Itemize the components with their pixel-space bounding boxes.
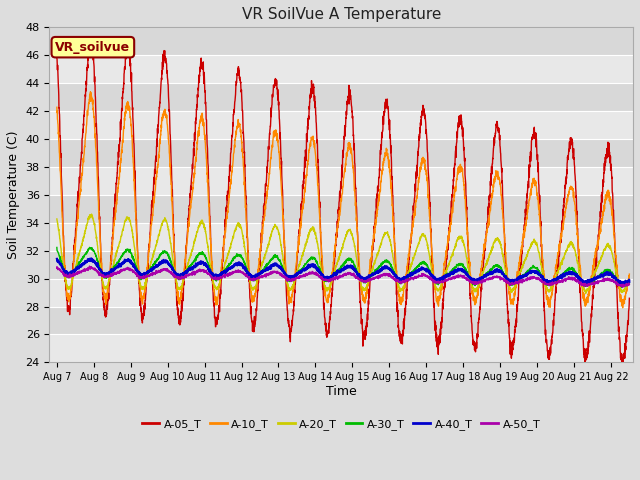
Bar (49, 167, 633, 195)
Bar (49, 307, 633, 335)
Bar (49, 83, 633, 111)
A-10_T (152, 176, 160, 182)
A-40_T (118, 261, 126, 267)
A-40_T (625, 279, 633, 285)
A-50_T (619, 285, 627, 290)
A-30_T (614, 279, 622, 285)
Bar (49, 55, 633, 83)
A-20_T (53, 216, 61, 222)
A-05_T (619, 362, 627, 368)
A-10_T (619, 305, 627, 311)
A-05_T (614, 321, 622, 326)
A-50_T (298, 274, 305, 279)
Line: A-05_T: A-05_T (57, 37, 629, 365)
A-30_T (86, 244, 93, 250)
A-30_T (273, 254, 280, 260)
A-50_T (553, 280, 561, 286)
Text: VR_soilvue: VR_soilvue (55, 41, 131, 54)
A-30_T (618, 285, 625, 290)
A-05_T (152, 158, 160, 164)
A-05_T (53, 55, 61, 61)
A-30_T (298, 266, 305, 272)
A-30_T (152, 259, 160, 265)
A-30_T (53, 245, 61, 251)
A-10_T (553, 261, 561, 267)
Bar (49, 278, 633, 307)
Line: A-20_T: A-20_T (57, 214, 629, 294)
A-20_T (88, 211, 95, 217)
A-05_T (298, 205, 305, 211)
A-30_T (625, 280, 633, 286)
A-10_T (118, 142, 126, 147)
Bar (49, 223, 633, 251)
Bar (49, 335, 633, 362)
Line: A-10_T: A-10_T (57, 92, 629, 308)
Line: A-50_T: A-50_T (57, 266, 629, 288)
A-10_T (614, 280, 622, 286)
Line: A-30_T: A-30_T (57, 247, 629, 288)
A-05_T (273, 77, 280, 83)
A-40_T (273, 262, 280, 268)
A-40_T (619, 281, 627, 287)
A-50_T (53, 264, 61, 270)
A-40_T (298, 268, 305, 274)
Bar (49, 139, 633, 167)
A-40_T (553, 276, 561, 281)
A-05_T (88, 35, 95, 40)
A-20_T (298, 256, 305, 262)
A-10_T (625, 271, 633, 277)
A-50_T (625, 281, 633, 287)
A-20_T (152, 241, 160, 247)
A-50_T (614, 282, 622, 288)
A-20_T (582, 291, 589, 297)
Legend: A-05_T, A-10_T, A-20_T, A-30_T, A-40_T, A-50_T: A-05_T, A-10_T, A-20_T, A-30_T, A-40_T, … (138, 415, 545, 434)
A-10_T (53, 104, 61, 110)
A-50_T (86, 263, 93, 269)
Title: VR SoilVue A Temperature: VR SoilVue A Temperature (241, 7, 441, 22)
A-05_T (625, 295, 633, 301)
A-40_T (152, 264, 160, 269)
Bar (49, 27, 633, 55)
A-40_T (53, 256, 61, 262)
A-10_T (86, 89, 94, 95)
A-20_T (273, 225, 280, 230)
A-05_T (118, 94, 126, 100)
A-50_T (273, 270, 280, 276)
A-20_T (553, 272, 561, 277)
Y-axis label: Soil Temperature (C): Soil Temperature (C) (7, 131, 20, 259)
A-30_T (553, 278, 561, 284)
A-05_T (553, 279, 561, 285)
A-20_T (625, 277, 633, 283)
A-40_T (88, 255, 95, 261)
A-40_T (614, 277, 622, 283)
A-20_T (614, 278, 622, 284)
Line: A-40_T: A-40_T (57, 258, 629, 284)
A-30_T (118, 252, 126, 258)
Bar (49, 111, 633, 139)
A-50_T (152, 270, 160, 276)
A-50_T (118, 267, 126, 273)
A-20_T (118, 228, 126, 234)
X-axis label: Time: Time (326, 385, 356, 398)
Bar (49, 251, 633, 278)
A-10_T (298, 218, 305, 224)
A-10_T (273, 132, 280, 138)
Bar (49, 195, 633, 223)
